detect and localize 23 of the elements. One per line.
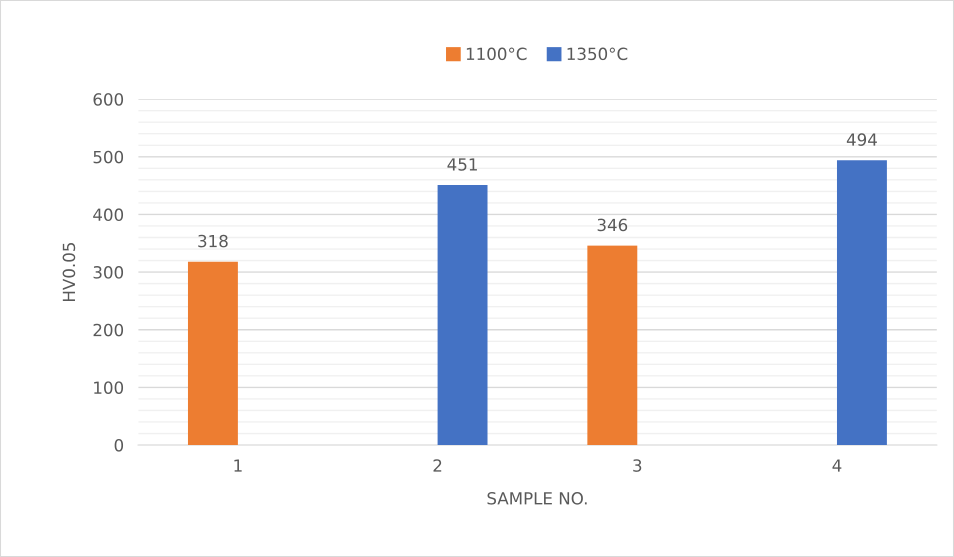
data-label: 451 [447, 158, 477, 171]
y-tick-label: 0 [114, 439, 124, 452]
y-tick-label: 400 [93, 208, 124, 222]
x-tick-label: 3 [633, 459, 642, 472]
y-tick-label: 200 [94, 324, 124, 336]
bar [438, 185, 488, 446]
legend-label: 1100°C [466, 48, 527, 60]
y-tick-label: 500 [94, 150, 124, 164]
x-tick-label: 4 [832, 459, 842, 472]
data-label: 318 [198, 234, 228, 248]
y-tick-label: 100 [94, 381, 124, 394]
x-tick-label: 1 [234, 459, 242, 472]
legend-label: 1350°C [568, 48, 628, 60]
bar [836, 160, 887, 446]
bar [587, 246, 638, 446]
bar [188, 262, 238, 446]
data-label: 346 [598, 218, 628, 232]
y-tick-label: 600 [94, 93, 124, 106]
x-tick-label: 2 [434, 459, 442, 472]
y-axis-title: HV0.05 [62, 243, 76, 301]
y-tick-label: 300 [94, 266, 124, 279]
data-label: 494 [846, 133, 877, 146]
x-axis-title: SAMPLE NO. [488, 492, 587, 505]
